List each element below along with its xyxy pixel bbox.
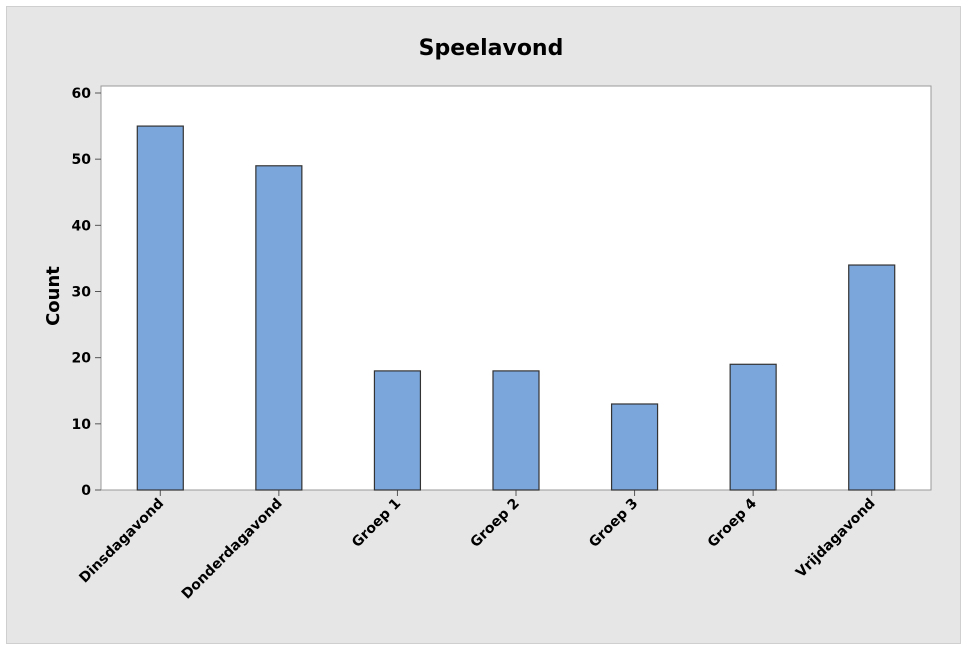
x-category-label: Donderdagavond [179, 496, 286, 603]
chart-figure: Speelavond Count 0 10 20 30 40 50 60 Dinsdagav… [6, 6, 961, 644]
bar-groep-1 [373, 370, 422, 491]
axes: 0 10 20 30 40 50 60 [72, 86, 873, 499]
bar-groep-2 [492, 370, 540, 491]
x-category-label: Groep 1 [349, 496, 404, 551]
y-tick-label: 0 [81, 483, 91, 499]
x-category-label: Groep 2 [468, 496, 523, 551]
y-tick-label: 30 [72, 285, 92, 301]
x-category-label: Groep 4 [705, 495, 760, 550]
bar-chart: Speelavond Count 0 10 20 30 40 50 60 Dinsdagav… [43, 36, 932, 602]
y-tick-label: 60 [72, 86, 92, 102]
bar-groep-3 [610, 403, 659, 491]
y-tick-label: 20 [72, 351, 92, 367]
x-category-label: Groep 3 [586, 496, 641, 551]
y-tick-label: 50 [72, 152, 92, 168]
bar-dinsdagavond [136, 125, 184, 491]
x-category-label: Vrijdagavond [793, 496, 879, 582]
y-tick-label: 40 [72, 218, 92, 234]
chart-title: Speelavond [419, 36, 564, 61]
bar-vrijdagavond [848, 264, 896, 491]
x-category-label: Dinsdagavond [76, 496, 167, 587]
bar-groep-4 [729, 363, 777, 491]
labels: Dinsdagavond Donderdagavond Groep 1 Groep 2… [76, 495, 878, 602]
bars [136, 125, 896, 491]
y-axis-label: Count [43, 266, 64, 326]
y-tick-label: 10 [72, 417, 92, 433]
bar-donderdagavond [255, 165, 303, 491]
